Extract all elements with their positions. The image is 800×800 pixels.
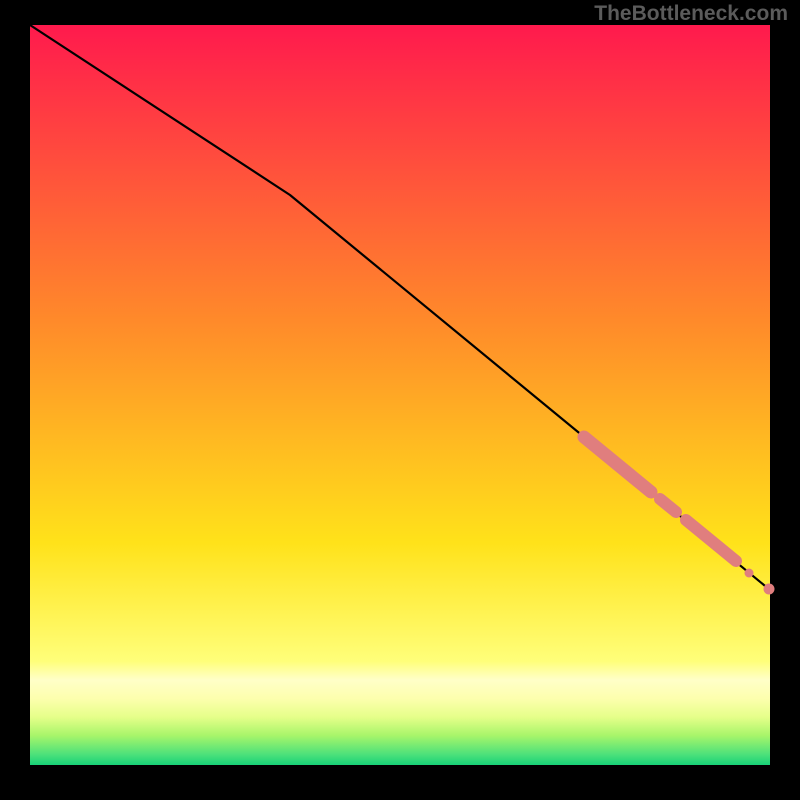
plot-background bbox=[30, 25, 770, 765]
marker-dot bbox=[764, 584, 775, 595]
marker-dot bbox=[745, 569, 754, 578]
watermark-text: TheBottleneck.com bbox=[594, 2, 788, 26]
chart-svg bbox=[0, 0, 800, 800]
chart-container: { "watermark": { "text": "TheBottleneck.… bbox=[0, 0, 800, 800]
